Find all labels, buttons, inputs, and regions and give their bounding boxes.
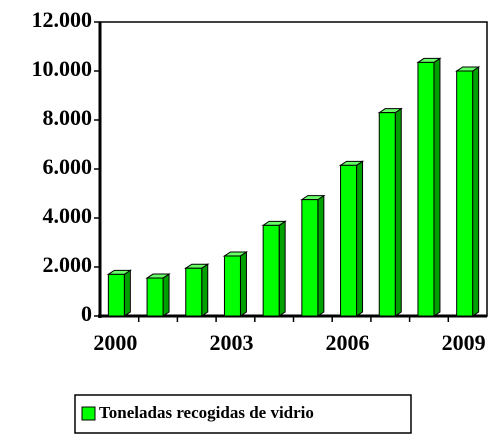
legend-box — [74, 394, 412, 434]
legend-label: Toneladas recogidas de vidrio — [99, 403, 314, 422]
bar — [223, 255, 241, 317]
y-tick-label: 2.000 — [43, 252, 93, 277]
x-tick-label: 2006 — [326, 330, 370, 355]
bar-side — [239, 251, 247, 317]
bar-side — [472, 66, 480, 317]
y-tick-label: 10.000 — [32, 56, 93, 81]
bar — [185, 267, 203, 317]
bar-side — [394, 107, 402, 317]
x-tick-label: 2003 — [209, 330, 253, 355]
bar-side — [162, 273, 170, 317]
bar-side — [356, 160, 364, 317]
bar — [417, 61, 435, 317]
bar — [340, 164, 358, 317]
bar — [146, 277, 164, 317]
y-tick-label: 0 — [81, 301, 92, 326]
y-tick-label: 6.000 — [43, 154, 93, 179]
y-tick-label: 12.000 — [32, 7, 93, 32]
y-tick-label: 8.000 — [43, 105, 93, 130]
x-tick-label: 2009 — [442, 330, 486, 355]
bar-side — [317, 194, 325, 317]
bar-side — [278, 220, 286, 317]
legend-swatch — [81, 406, 96, 421]
x-tick-label: 2000 — [93, 330, 137, 355]
bar-side — [123, 269, 131, 317]
bar — [456, 70, 474, 317]
bar-side — [201, 263, 209, 317]
bar — [107, 273, 125, 317]
bar — [378, 112, 396, 317]
bar — [301, 199, 319, 317]
y-tick-label: 4.000 — [43, 203, 93, 228]
bar — [262, 224, 280, 317]
bar-side — [433, 57, 441, 317]
